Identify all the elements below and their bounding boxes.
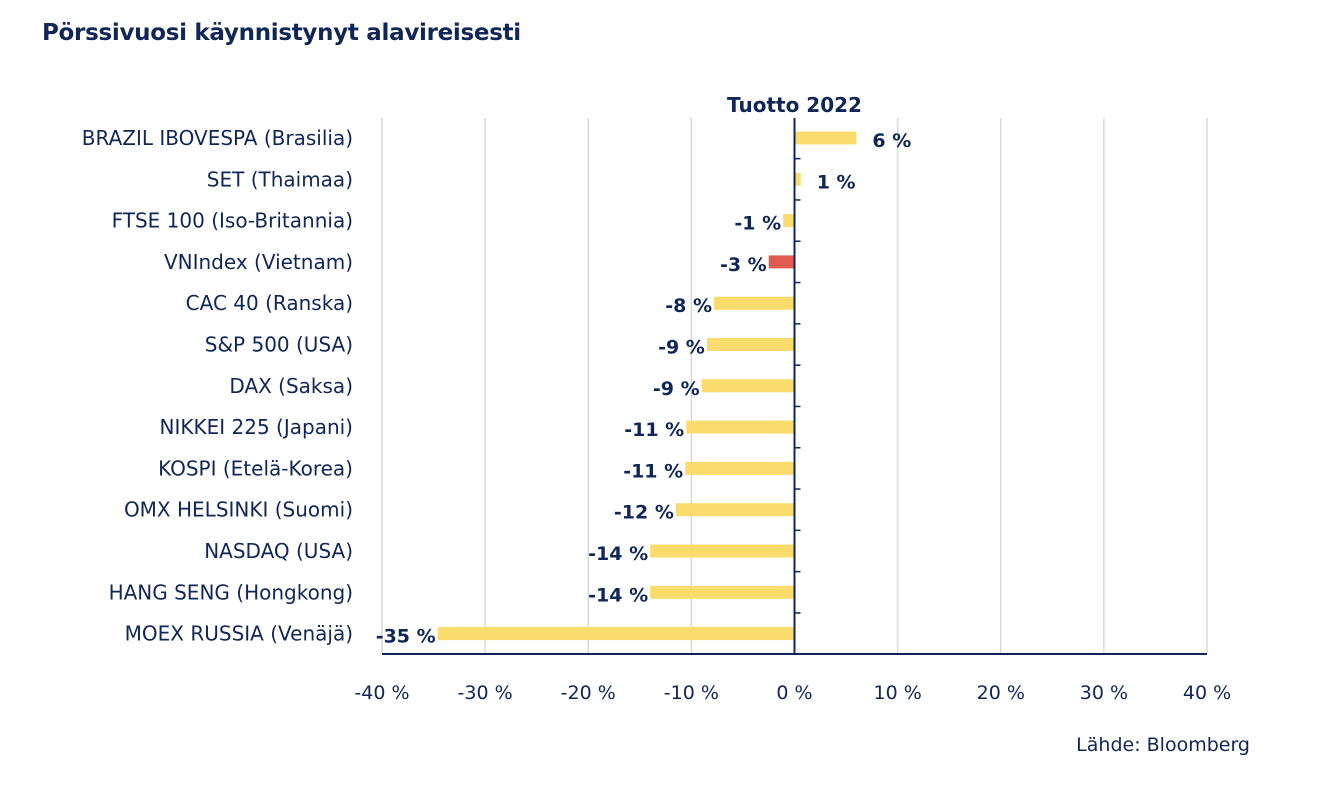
category-label: SET (Thaimaa) [207, 167, 353, 191]
value-label: -8 % [665, 295, 712, 317]
bar [768, 255, 795, 269]
x-tick-label: -20 % [561, 682, 616, 704]
bar [783, 214, 795, 228]
category-label: NASDAQ (USA) [204, 539, 353, 563]
category-label: HANG SENG (Hongkong) [109, 580, 353, 604]
category-label: NIKKEI 225 (Japani) [160, 415, 353, 439]
x-tick-label: 10 % [873, 682, 921, 704]
value-label: -12 % [614, 502, 674, 524]
value-label: -14 % [588, 543, 648, 565]
value-label: -3 % [720, 254, 767, 276]
bar [714, 296, 795, 310]
bar [686, 420, 795, 434]
category-label: BRAZIL IBOVESPA (Brasilia) [82, 126, 353, 150]
bar [650, 544, 795, 558]
bars [437, 131, 857, 641]
bar [437, 627, 795, 641]
series-label: Tuotto 2022 [727, 93, 862, 117]
value-label: -1 % [734, 213, 781, 235]
value-label: -11 % [623, 460, 683, 482]
category-label: FTSE 100 (Iso-Britannia) [112, 209, 353, 233]
category-label: VNIndex (Vietnam) [164, 250, 353, 274]
axes [382, 118, 1207, 655]
source-note: Lähde: Bloomberg [1076, 734, 1250, 756]
category-label: MOEX RUSSIA (Venäjä) [125, 622, 353, 646]
bar [794, 131, 857, 145]
value-label: -11 % [624, 419, 684, 441]
category-label: CAC 40 (Ranska) [186, 291, 353, 315]
x-tick-label: 0 % [776, 682, 812, 704]
category-label: S&P 500 (USA) [205, 333, 353, 357]
x-tick-label: 30 % [1080, 682, 1128, 704]
bar [701, 379, 795, 393]
x-tick-label: 40 % [1183, 682, 1231, 704]
value-label: -9 % [653, 378, 700, 400]
x-tick-label: -10 % [664, 682, 719, 704]
category-label: DAX (Saksa) [229, 374, 353, 398]
x-tick-label: -40 % [354, 682, 409, 704]
grid-lines [381, 118, 1208, 654]
value-label: -9 % [658, 337, 705, 359]
value-label: -35 % [376, 626, 436, 648]
bar [794, 172, 801, 186]
value-label: 1 % [817, 171, 856, 193]
labels: -40 % -30 % -20 % -10 % 0 % 10 % 20 % 30 % 40 % T… [82, 93, 1231, 704]
x-tick-label: -30 % [458, 682, 513, 704]
value-label: -14 % [588, 584, 648, 606]
value-label: 6 % [872, 130, 911, 152]
chart-title: Pörssivuosi käynnistynyt alavireisesti [42, 20, 521, 46]
category-label: KOSPI (Etelä-Korea) [158, 456, 353, 480]
bar [685, 461, 795, 475]
bar [706, 338, 795, 351]
category-label: OMX HELSINKI (Suomi) [124, 498, 353, 522]
bar [675, 503, 795, 517]
x-tick-label: 20 % [977, 682, 1025, 704]
bar [650, 585, 795, 599]
